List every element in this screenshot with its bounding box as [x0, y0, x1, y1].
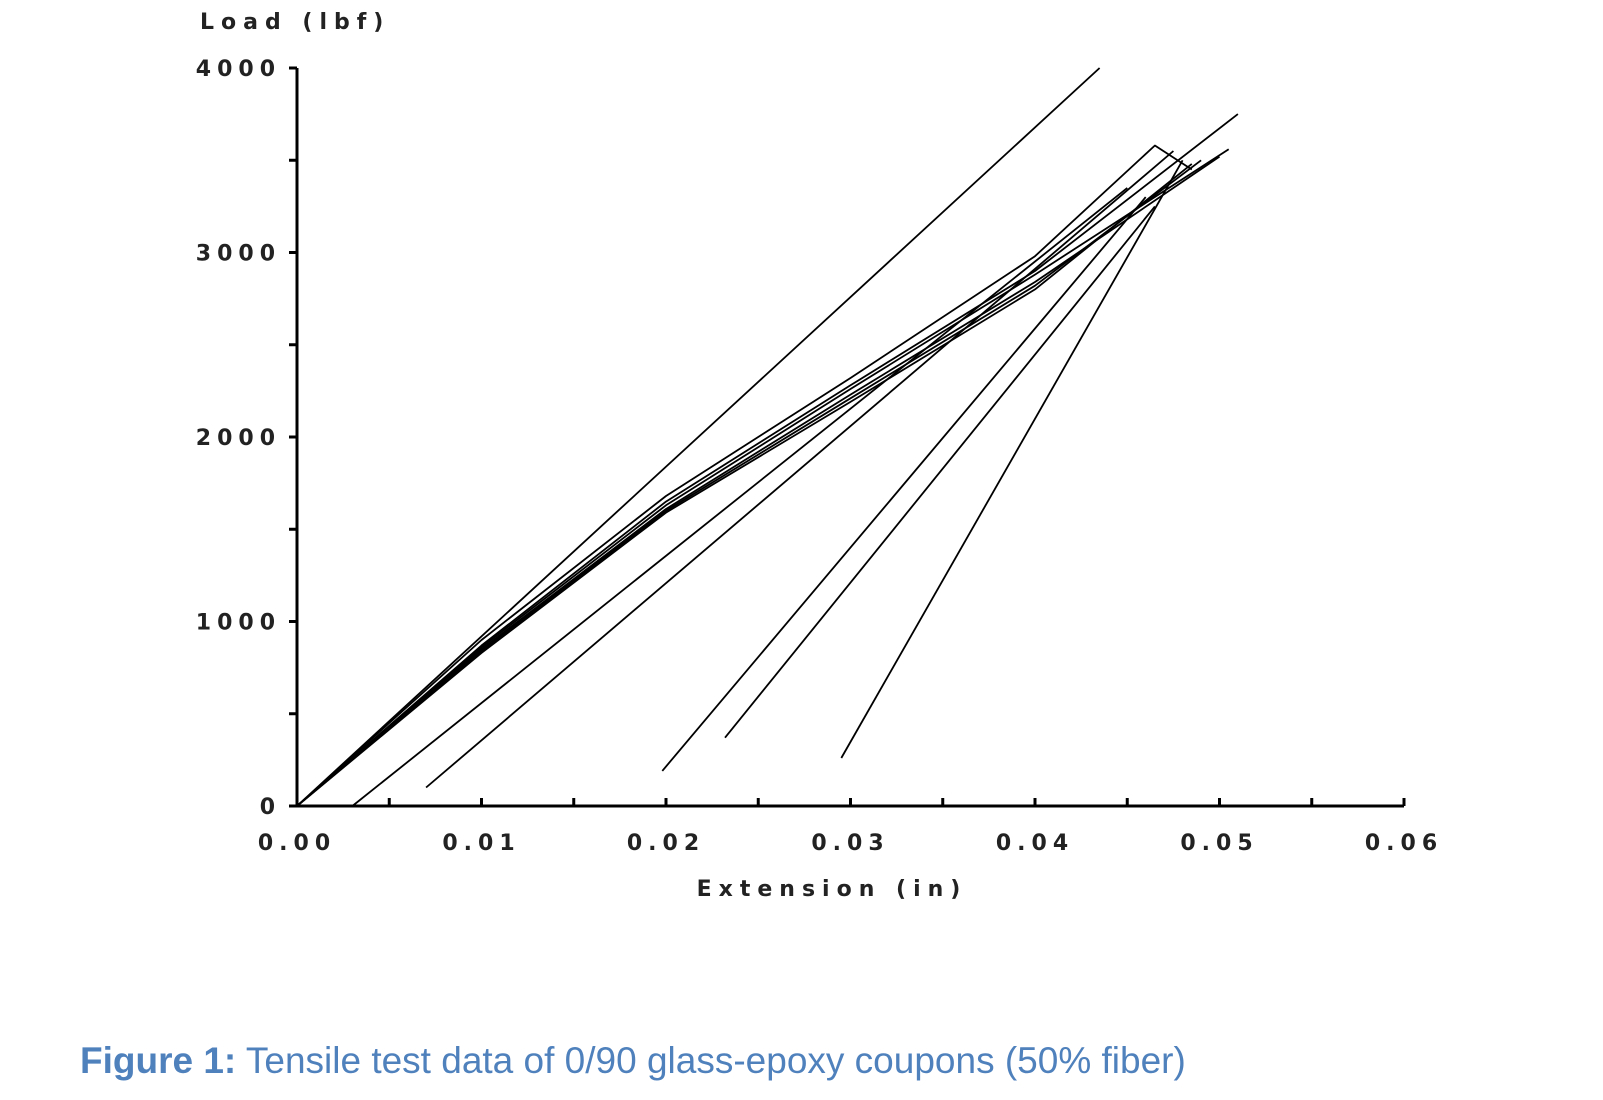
series-line	[296, 155, 1221, 807]
x-tick-label: 0.05	[1180, 831, 1258, 856]
y-tick-label: 4000	[196, 57, 281, 82]
y-tick-label: 0	[260, 795, 281, 820]
caption-text: Tensile test data of 0/90 glass-epoxy co…	[245, 1040, 1186, 1081]
y-tick-label: 1000	[196, 611, 281, 636]
x-tick-label: 0.04	[996, 831, 1074, 856]
series-layer	[296, 67, 1239, 807]
series-line	[296, 159, 1202, 807]
x-tick-label: 0.00	[258, 831, 336, 856]
figure-caption: Figure 1: Tensile test data of 0/90 glas…	[80, 1040, 1186, 1082]
series-line	[296, 163, 1193, 807]
x-tick-label: 0.01	[442, 831, 520, 856]
y-tick-label: 3000	[196, 242, 281, 267]
x-tick-label: 0.06	[1365, 831, 1443, 856]
series-line	[296, 113, 1239, 807]
series-line	[296, 148, 1230, 807]
series-line	[296, 144, 1193, 807]
x-axis-title: Extension (in)	[697, 877, 968, 902]
series-line	[724, 205, 1156, 739]
series-line	[840, 159, 1184, 759]
series-line	[661, 196, 1147, 772]
x-tick-label: 0.03	[811, 831, 889, 856]
y-tick-label: 2000	[196, 426, 281, 451]
series-line	[351, 187, 1128, 807]
series-line	[296, 67, 1101, 807]
y-axis-title: Load (lbf)	[200, 10, 390, 35]
x-tick-label: 0.02	[627, 831, 705, 856]
series-line	[425, 150, 1174, 789]
caption-label: Figure 1:	[80, 1040, 237, 1081]
tick-layer: 0.00 0.01 0.02 0.03 0.04 0.05 0.06 0 1000 2000 300…	[196, 57, 1443, 856]
